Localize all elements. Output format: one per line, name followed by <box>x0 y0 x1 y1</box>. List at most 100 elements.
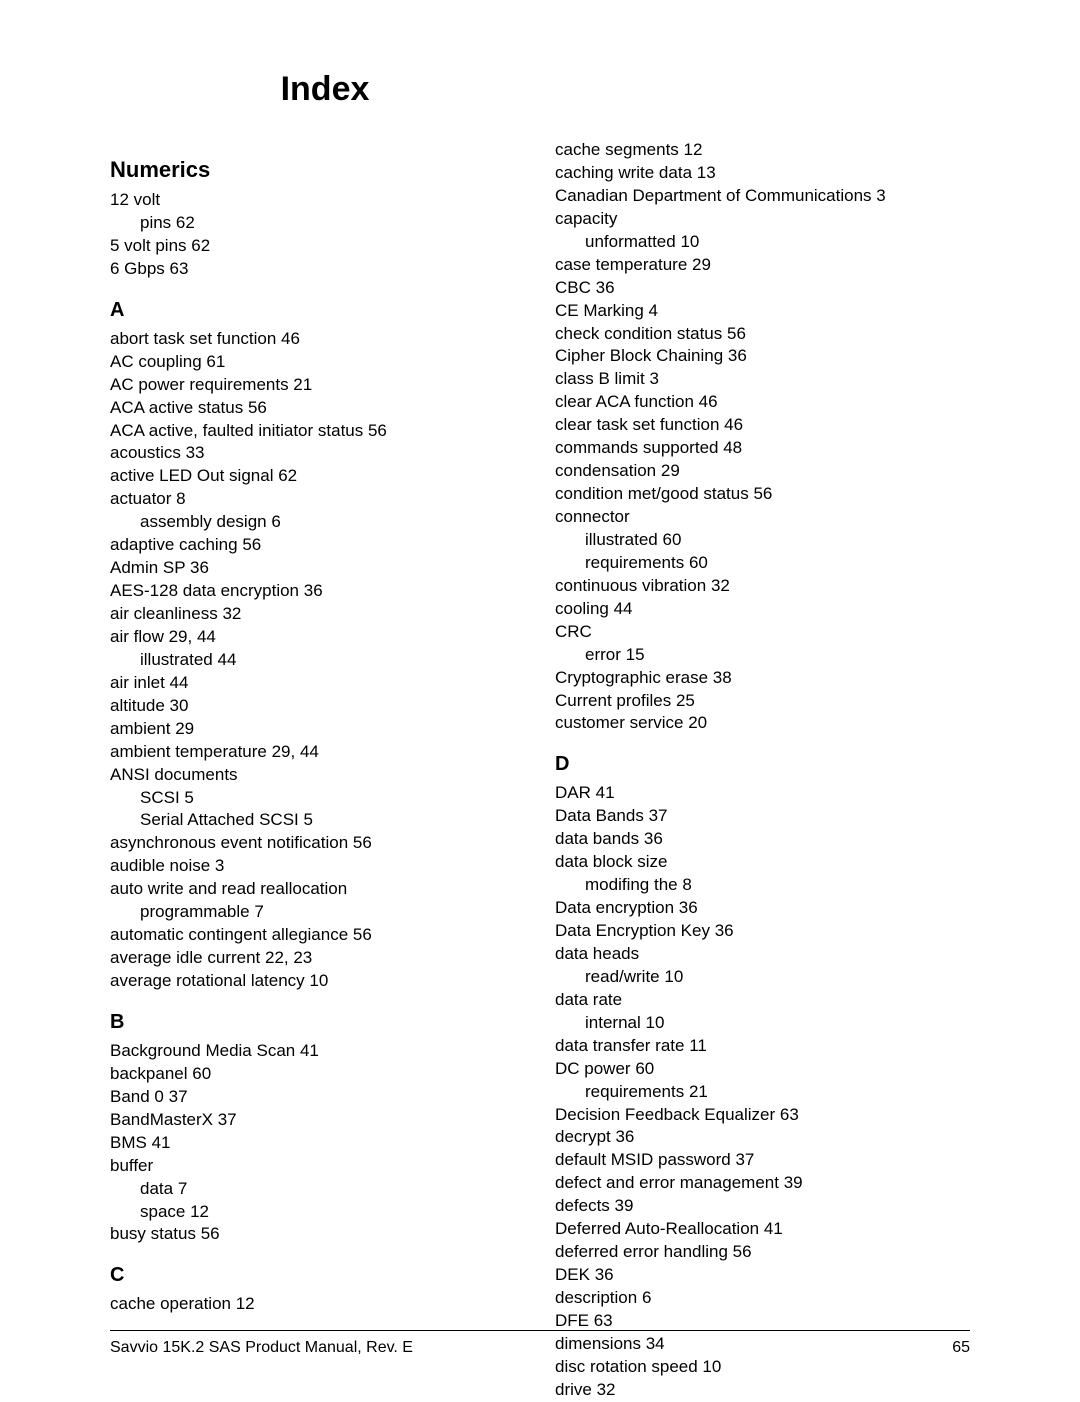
index-entry: acoustics 33 <box>110 442 525 465</box>
index-page-ref: 56 <box>722 324 746 343</box>
index-term: clear task set function <box>555 415 719 434</box>
index-page-ref: 46 <box>276 329 300 348</box>
index-page-ref: 36 <box>611 1127 635 1146</box>
index-term: DFE <box>555 1311 589 1330</box>
index-page-ref: 11 <box>684 1036 706 1055</box>
footer-left: Savvio 15K.2 SAS Product Manual, Rev. E <box>110 1339 413 1357</box>
index-entry: air cleanliness 32 <box>110 603 525 626</box>
index-entry: error 15 <box>555 644 970 667</box>
index-page-ref: 56 <box>728 1242 752 1261</box>
index-page-ref: 37 <box>731 1150 755 1169</box>
index-term: cache segments <box>555 140 679 159</box>
section-heading: Numerics <box>110 157 525 183</box>
index-page-ref: 36 <box>591 278 615 297</box>
index-term: data transfer rate <box>555 1036 684 1055</box>
index-page-ref: 20 <box>683 713 707 732</box>
index-entry: BandMasterX 37 <box>110 1109 525 1132</box>
index-entry: Decision Feedback Equalizer 63 <box>555 1104 970 1127</box>
index-page-ref: 33 <box>181 443 205 462</box>
index-term: air cleanliness <box>110 604 218 623</box>
index-term: condensation <box>555 461 656 480</box>
index-term: illustrated <box>585 530 658 549</box>
index-term: data bands <box>555 829 639 848</box>
index-page-ref: 13 <box>692 163 716 182</box>
index-entry: class B limit 3 <box>555 368 970 391</box>
index-entry: ANSI documents <box>110 764 525 787</box>
index-page-ref: 10 <box>676 232 700 251</box>
index-term: Cipher Block Chaining <box>555 346 723 365</box>
index-page-ref: 44 <box>165 673 189 692</box>
index-term: 6 Gbps <box>110 259 165 278</box>
index-page-ref: 29, 44 <box>267 742 319 761</box>
index-page-ref: 36 <box>674 898 698 917</box>
index-entry: default MSID password 37 <box>555 1149 970 1172</box>
index-entry: continuous vibration 32 <box>555 575 970 598</box>
index-page-ref: 44 <box>213 650 237 669</box>
index-entry: DEK 36 <box>555 1264 970 1287</box>
index-page-ref: 36 <box>299 581 323 600</box>
index-page-ref: 6 <box>637 1288 651 1307</box>
index-entry: buffer <box>110 1155 525 1178</box>
index-page-ref: 37 <box>164 1087 188 1106</box>
index-entry: unformatted 10 <box>555 231 970 254</box>
index-page-ref: 3 <box>872 186 886 205</box>
index-entry: Data Bands 37 <box>555 805 970 828</box>
index-entry: average idle current 22, 23 <box>110 947 525 970</box>
index-entry: abort task set function 46 <box>110 328 525 351</box>
index-page-ref: 32 <box>592 1380 616 1399</box>
index-page-ref: 56 <box>749 484 773 503</box>
index-term: modifing the <box>585 875 678 894</box>
section-heading: C <box>110 1264 525 1287</box>
page-footer: Savvio 15K.2 SAS Product Manual, Rev. E … <box>110 1330 970 1357</box>
index-page-ref: 29 <box>170 719 194 738</box>
index-entry: read/write 10 <box>555 966 970 989</box>
index-term: space <box>140 1202 185 1221</box>
index-term: class B limit <box>555 369 645 388</box>
index-page-ref: 12 <box>185 1202 209 1221</box>
index-page-ref: 56 <box>348 925 372 944</box>
index-term: ACA active status <box>110 398 243 417</box>
index-entry: data bands 36 <box>555 828 970 851</box>
index-page-ref: 25 <box>671 691 695 710</box>
index-term: default MSID password <box>555 1150 731 1169</box>
index-entry: deferred error handling 56 <box>555 1241 970 1264</box>
index-page-ref: 41 <box>295 1041 319 1060</box>
index-entry: assembly design 6 <box>110 511 525 534</box>
index-page-ref: 21 <box>684 1082 708 1101</box>
index-entry: drive 32 <box>555 1379 970 1402</box>
index-page-ref: 30 <box>165 696 189 715</box>
index-entry: Admin SP 36 <box>110 557 525 580</box>
index-entry: BMS 41 <box>110 1132 525 1155</box>
index-entry: illustrated 60 <box>555 529 970 552</box>
index-page-ref: 10 <box>698 1357 722 1376</box>
index-entry: cooling 44 <box>555 598 970 621</box>
index-term: AC coupling <box>110 352 202 371</box>
index-entry: asynchronous event notification 56 <box>110 832 525 855</box>
index-page-ref: 56 <box>196 1224 220 1243</box>
index-page-ref: 21 <box>289 375 313 394</box>
index-page-ref: 48 <box>718 438 742 457</box>
index-page-ref: 8 <box>678 875 692 894</box>
index-page-ref: 12 <box>679 140 703 159</box>
index-page-ref: 44 <box>609 599 633 618</box>
index-page-ref: 36 <box>185 558 209 577</box>
index-term: DEK <box>555 1265 590 1284</box>
index-entry: active LED Out signal 62 <box>110 465 525 488</box>
index-term: 5 volt pins <box>110 236 187 255</box>
index-term: disc rotation speed <box>555 1357 698 1376</box>
index-page-ref: 41 <box>759 1219 783 1238</box>
index-term: 12 volt <box>110 190 160 209</box>
index-entry: 6 Gbps 63 <box>110 258 525 281</box>
index-entry: requirements 21 <box>555 1081 970 1104</box>
index-page-ref: 3 <box>210 856 224 875</box>
index-entry: pins 62 <box>110 212 525 235</box>
index-term: AC power requirements <box>110 375 289 394</box>
index-page-ref: 5 <box>299 810 313 829</box>
page-title: Index <box>110 70 540 109</box>
index-entry: illustrated 44 <box>110 649 525 672</box>
index-term: unformatted <box>585 232 676 251</box>
index-page-ref: 36 <box>723 346 747 365</box>
index-page-ref: 62 <box>187 236 211 255</box>
index-entry: Band 0 37 <box>110 1086 525 1109</box>
index-entry: connector <box>555 506 970 529</box>
